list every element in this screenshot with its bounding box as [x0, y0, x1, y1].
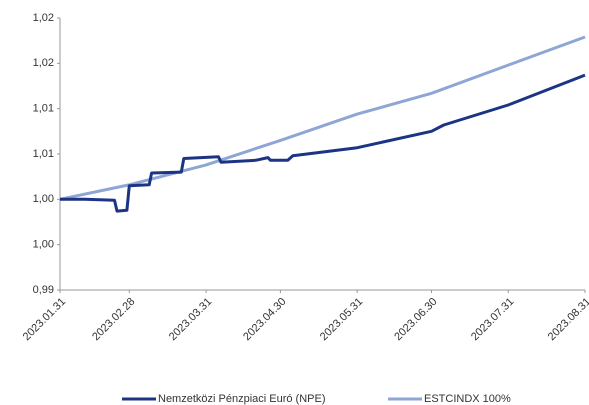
y-tick-label: 1,02: [33, 12, 54, 24]
x-tick-label: 2023.06.30: [392, 296, 439, 343]
x-tick-label: 2023.08.31: [546, 296, 589, 343]
y-tick-label: 0,99: [33, 284, 54, 296]
y-tick-label: 1,00: [33, 239, 54, 251]
x-tick-label: 2023.01.31: [21, 296, 68, 343]
series-line: [59, 35, 586, 201]
x-tick-label: 2023.02.28: [90, 296, 137, 343]
y-tick-label: 1,01: [33, 148, 54, 160]
x-tick-label: 2023.03.31: [167, 296, 214, 343]
y-tick-label: 1,02: [33, 57, 54, 69]
y-tick-label: 1,00: [33, 193, 54, 205]
x-tick-label: 2023.07.31: [469, 296, 516, 343]
x-tick-label: 2023.04.30: [241, 296, 288, 343]
legend-label: Nemzetközi Pénzpiaci Euró (NPE): [158, 393, 326, 405]
series-line: [60, 73, 586, 213]
x-tick-label: 2023.05.31: [318, 296, 365, 343]
legend-label: ESTCINDX 100%: [424, 393, 511, 405]
y-tick-label: 1,01: [33, 103, 54, 115]
